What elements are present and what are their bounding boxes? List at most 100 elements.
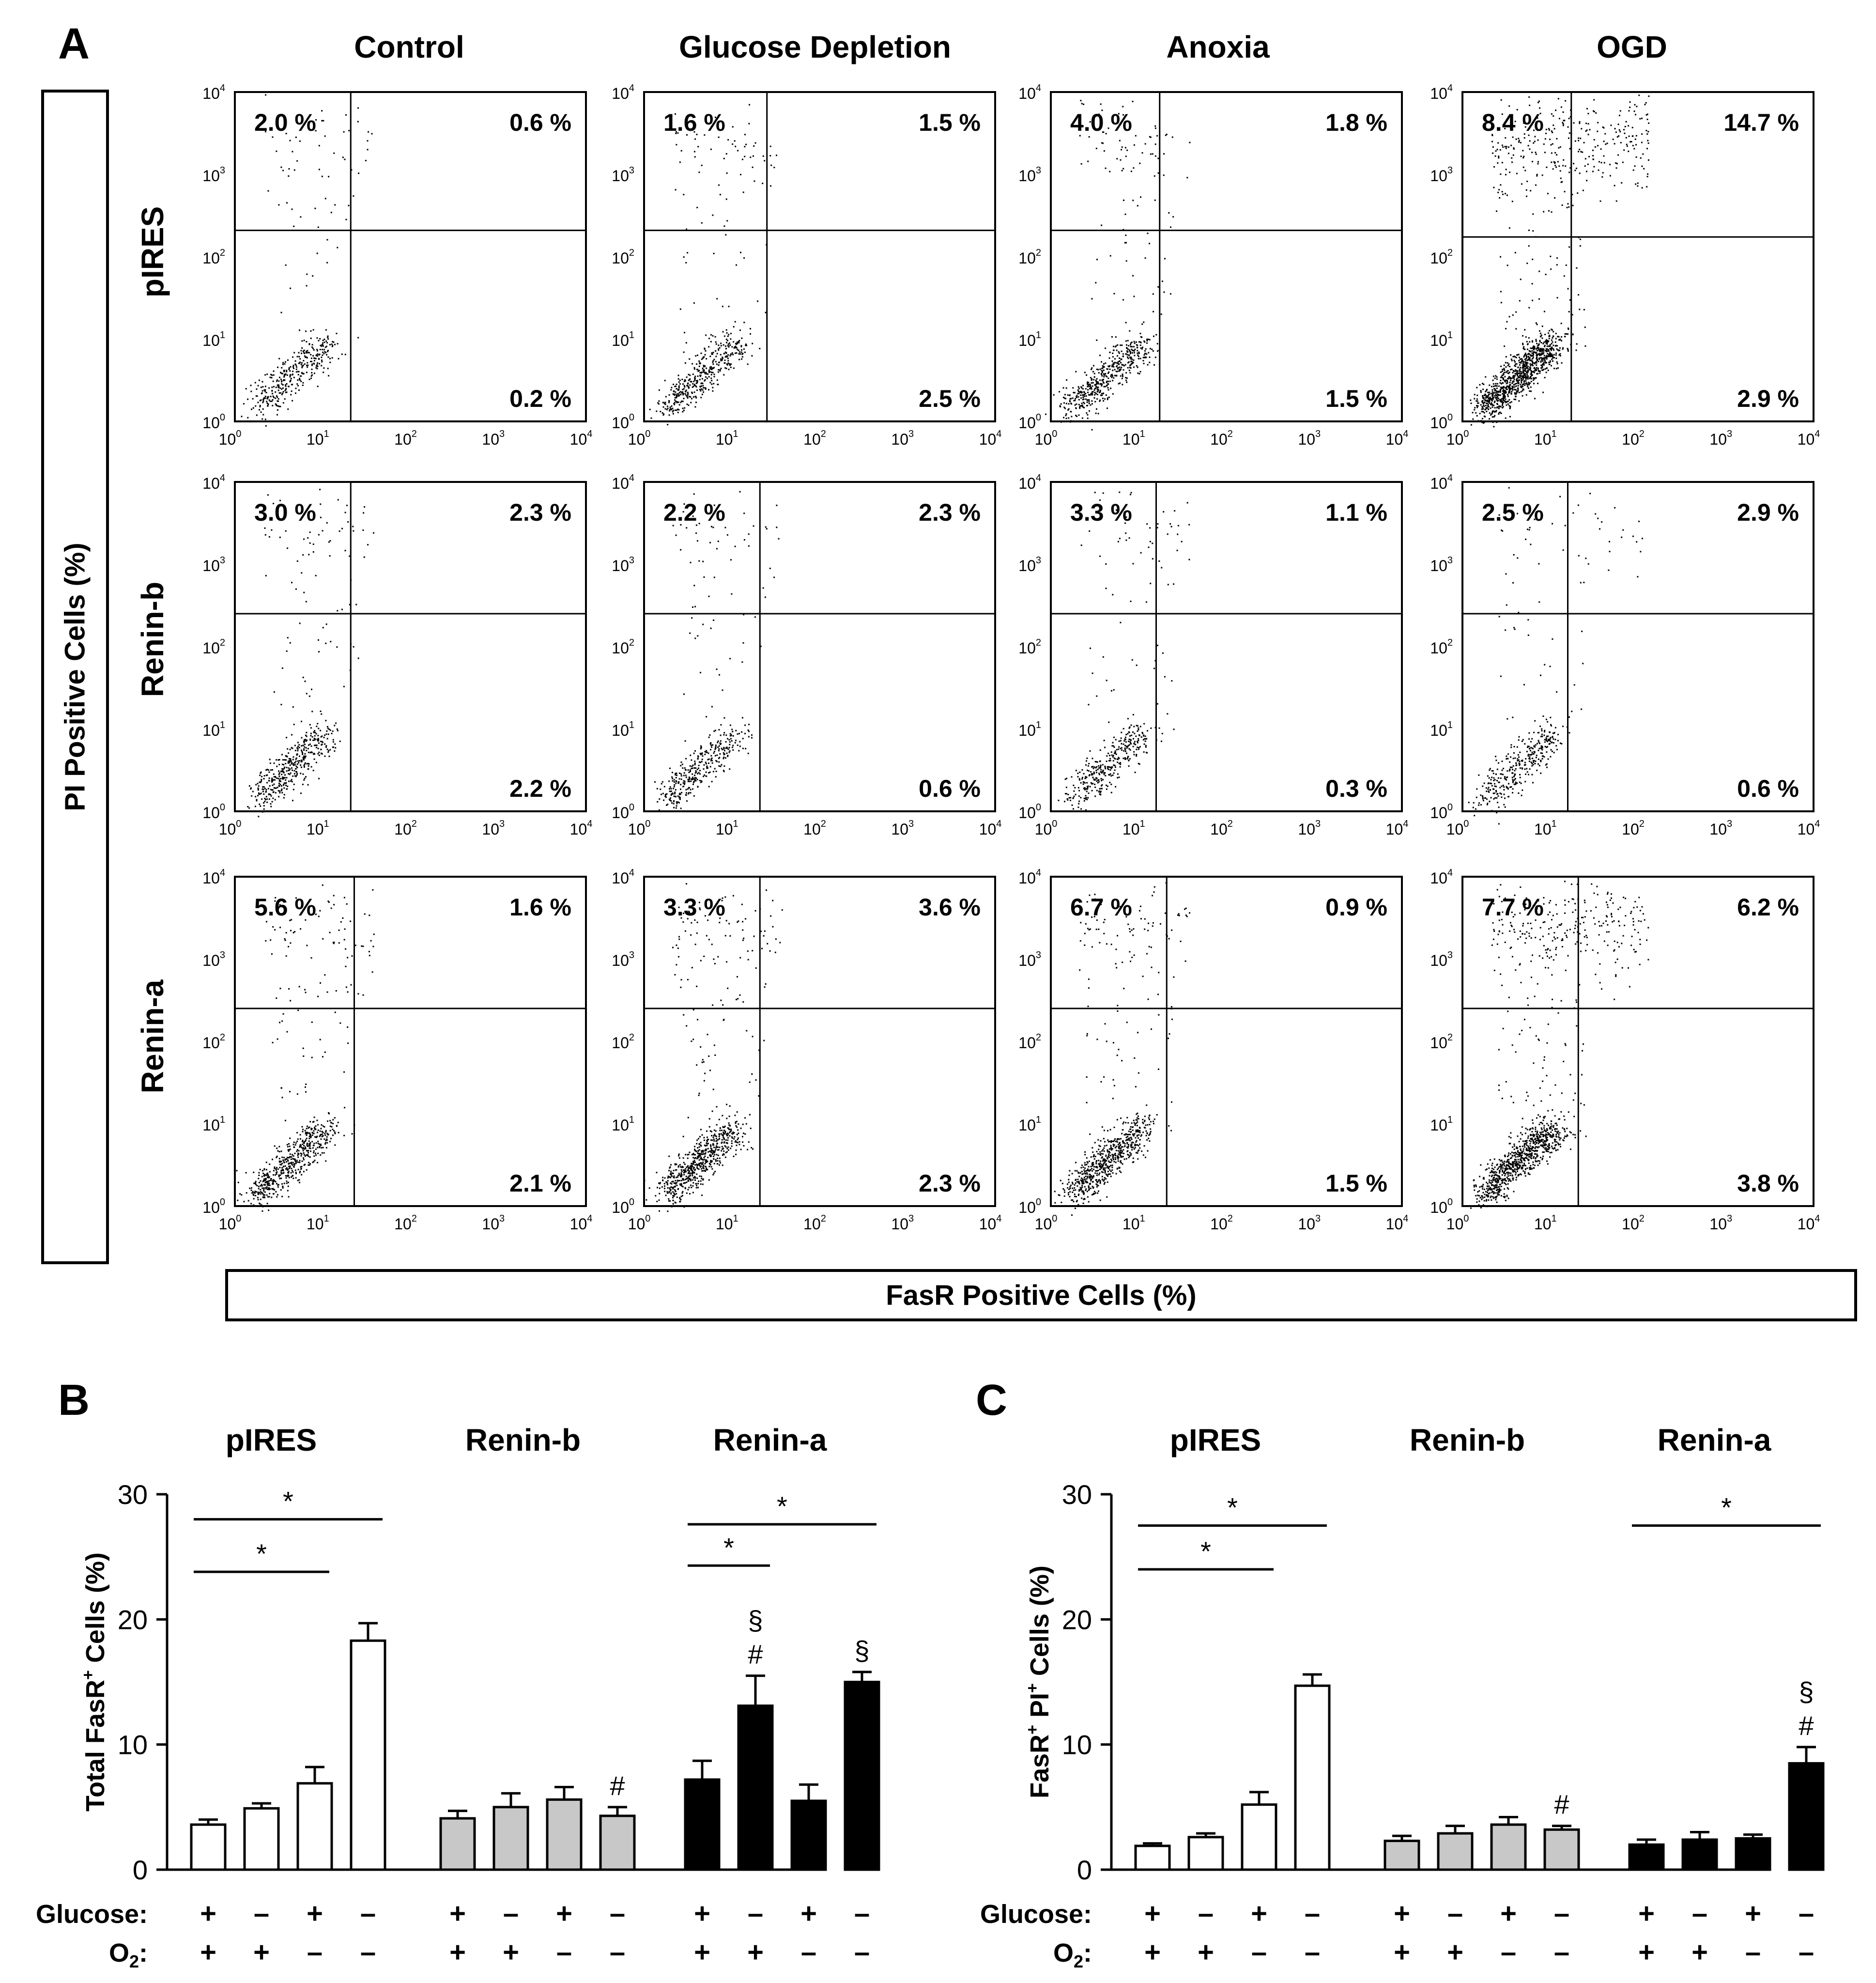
glucose-sign: + <box>694 1898 710 1929</box>
o2-label: O2: <box>109 1938 148 1971</box>
y-tick-label: 104 <box>202 868 225 887</box>
quadrant-ul-value: 2.2 % <box>663 499 725 526</box>
y-tick-label: 102 <box>1430 637 1453 657</box>
bar-chart-b: pIRES Renin-b Renin-a 0 10 20 30 Total FasR+ Ce… <box>36 1423 880 1971</box>
y-tick-label: 102 <box>612 1032 634 1052</box>
y-tick-label: 104 <box>1430 868 1453 887</box>
x-tick-label: 101 <box>716 1213 738 1233</box>
significance-star: * <box>256 1538 267 1569</box>
significance-star: * <box>283 1486 293 1517</box>
x-tick-label: 100 <box>1035 1213 1058 1233</box>
o2-sign: + <box>200 1937 216 1968</box>
y-tick-label: 103 <box>202 950 225 969</box>
x-tick-label: 102 <box>1622 429 1645 448</box>
quadrant-ur-value: 2.9 % <box>1737 499 1799 526</box>
x-tick-label: 103 <box>1709 819 1732 838</box>
glucose-sign: – <box>254 1898 269 1929</box>
o2-sign: – <box>1251 1937 1267 1968</box>
y-tick-label: 100 <box>1430 412 1453 432</box>
x-tick-label: 102 <box>1622 819 1645 838</box>
y-tick-label: 104 <box>1018 868 1041 887</box>
o2-sign: + <box>1394 1937 1410 1968</box>
glucose-sign: + <box>449 1898 466 1929</box>
quadrant-lr-value: 1.5 % <box>1325 385 1387 412</box>
glucose-sign: + <box>1394 1898 1410 1929</box>
x-tick-label: 100 <box>628 1213 651 1233</box>
x-tick-label: 100 <box>219 429 242 448</box>
x-tick-label: 102 <box>394 819 417 838</box>
x-tick-label: 104 <box>570 819 593 838</box>
x-tick-label: 104 <box>979 819 1002 838</box>
quadrant-ul-value: 3.0 % <box>254 499 316 526</box>
quadrant-ul-value: 5.6 % <box>254 894 316 921</box>
glucose-sign: – <box>1799 1898 1814 1929</box>
bar-renin-b-0 <box>439 1817 476 1871</box>
quadrant-ur-value: 1.5 % <box>919 109 981 136</box>
panel-label-b: B <box>58 1376 90 1425</box>
quadrant-ur-value: 2.3 % <box>919 499 981 526</box>
y-tick-label: 102 <box>1018 1032 1041 1052</box>
y-tick-label: 100 <box>1430 1197 1453 1216</box>
col-title-ogd: OGD <box>1597 30 1667 64</box>
x-tick-label: 101 <box>1534 429 1557 448</box>
glucose-sign: + <box>1251 1898 1267 1929</box>
significance-star: * <box>1721 1492 1732 1523</box>
o2-sign: – <box>610 1937 625 1968</box>
quadrant-lr-value: 0.3 % <box>1325 775 1387 802</box>
x-tick-label: 104 <box>570 429 593 448</box>
panel-label-c: C <box>976 1376 1007 1425</box>
x-tick-label: 101 <box>307 819 329 838</box>
o2-sign: + <box>253 1937 270 1968</box>
x-tick-label: 100 <box>1035 429 1058 448</box>
o2-sign: + <box>1638 1937 1655 1968</box>
y-tick-label: 104 <box>612 83 634 102</box>
quadrant-ul-value: 3.3 % <box>1070 499 1132 526</box>
quadrant-ur-value: 1.1 % <box>1325 499 1387 526</box>
bar-pires-2 <box>296 1782 333 1871</box>
y-tick-label: 100 <box>612 802 634 821</box>
glucose-sign: + <box>307 1898 323 1929</box>
y-tick-label: 102 <box>1430 1032 1453 1052</box>
o2-sign: + <box>1144 1937 1161 1968</box>
bar-renin-b-1 <box>492 1806 529 1871</box>
y-tick-label: 101 <box>612 1115 634 1134</box>
glucose-sign: – <box>1692 1898 1707 1929</box>
y-tick-label: 30 <box>118 1479 148 1510</box>
group-title-renin-a: Renin-a <box>1658 1423 1771 1457</box>
x-tick-label: 101 <box>1123 1213 1145 1233</box>
glucose-sign: – <box>1198 1898 1214 1929</box>
y-tick-label: 101 <box>612 330 634 349</box>
x-tick-label: 104 <box>1386 1213 1409 1233</box>
bar-renin-a-2 <box>1735 1837 1771 1871</box>
quadrant-ul-value: 6.7 % <box>1070 894 1132 921</box>
y-tick-label: 102 <box>612 248 634 267</box>
x-tick-label: 100 <box>1446 429 1469 448</box>
o2-sign: – <box>1554 1937 1569 1968</box>
plot-frame <box>234 876 587 1207</box>
x-tick-label: 101 <box>1534 1213 1557 1233</box>
x-tick-label: 101 <box>1534 819 1557 838</box>
x-tick-label: 101 <box>716 819 738 838</box>
x-axis-label: FasR Positive Cells (%) <box>886 1279 1197 1311</box>
x-tick-label: 103 <box>891 1213 914 1233</box>
y-tick-label: 104 <box>202 83 225 102</box>
y-tick-label: 101 <box>202 330 225 349</box>
x-tick-label: 101 <box>1123 429 1145 448</box>
x-tick-label: 104 <box>570 1213 593 1233</box>
quadrant-ul-value: 7.7 % <box>1482 894 1544 921</box>
glucose-sign: + <box>800 1898 817 1929</box>
y-tick-label: 101 <box>1430 720 1453 739</box>
quadrant-lr-value: 2.5 % <box>919 385 981 412</box>
bar-renin-b-3 <box>1543 1828 1580 1871</box>
x-tick-label: 103 <box>1298 819 1321 838</box>
x-tick-label: 102 <box>1210 429 1233 448</box>
glucose-sign: – <box>360 1898 376 1929</box>
x-tick-label: 103 <box>1709 1213 1732 1233</box>
y-tick-label: 101 <box>1430 1115 1453 1134</box>
plot-dots <box>1045 100 1191 431</box>
quadrant-lr-value: 0.2 % <box>509 385 571 412</box>
y-tick-label: 104 <box>1430 83 1453 102</box>
